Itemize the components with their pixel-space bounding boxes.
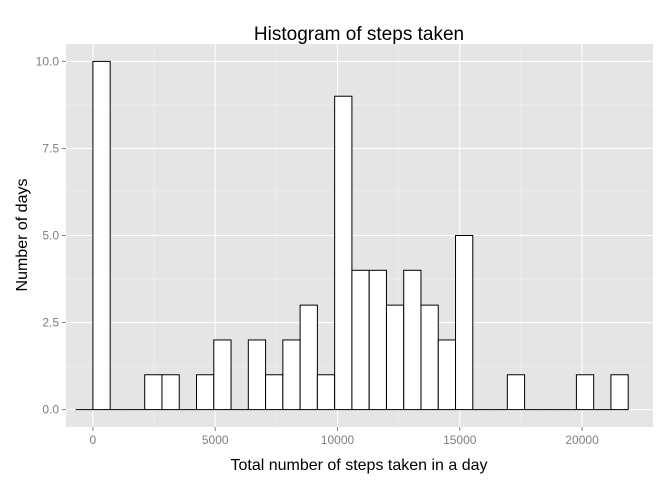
histogram-bar — [351, 269, 370, 411]
x-tick-label: 10000 — [321, 433, 355, 447]
histogram-bar — [282, 339, 301, 411]
x-tick-label: 5000 — [202, 433, 229, 447]
y-tick-label: 5.0 — [42, 229, 59, 243]
histogram-bar — [368, 269, 387, 411]
histogram-bar — [265, 374, 284, 411]
histogram-bar — [196, 374, 215, 411]
y-tick-label: 2.5 — [42, 316, 59, 330]
x-tick-label: 0 — [90, 433, 97, 447]
histogram-bar — [334, 95, 353, 411]
y-tick-label: 0.0 — [42, 403, 59, 417]
chart-title: Histogram of steps taken — [254, 24, 464, 45]
histogram-bar — [299, 304, 318, 411]
histogram-bar — [92, 60, 111, 411]
x-axis: 0 5000 10000 15000 20000 — [90, 427, 599, 447]
y-axis-label: Number of days — [14, 179, 31, 292]
y-tick-label: 7.5 — [42, 141, 59, 155]
x-tick-label: 15000 — [443, 433, 477, 447]
y-axis: 0.0 2.5 5.0 7.5 10.0 — [36, 54, 66, 417]
histogram-bar — [161, 374, 180, 411]
histogram-bar — [575, 374, 595, 411]
histogram-bar — [506, 374, 526, 411]
x-tick-label: 20000 — [565, 433, 599, 447]
histogram-bars — [75, 60, 629, 411]
histogram-bar — [610, 374, 629, 411]
histogram-bar — [437, 339, 457, 411]
histogram-bar — [403, 269, 422, 411]
y-tick-label: 10.0 — [36, 54, 60, 68]
histogram-bar — [316, 374, 336, 411]
histogram-bar — [385, 304, 405, 411]
histogram-bar — [213, 339, 232, 411]
histogram-bar — [144, 374, 163, 411]
histogram-bar — [247, 339, 267, 411]
histogram-bar — [455, 235, 474, 411]
histogram-bar — [420, 304, 439, 411]
x-axis-label: Total number of steps taken in a day — [230, 457, 487, 474]
